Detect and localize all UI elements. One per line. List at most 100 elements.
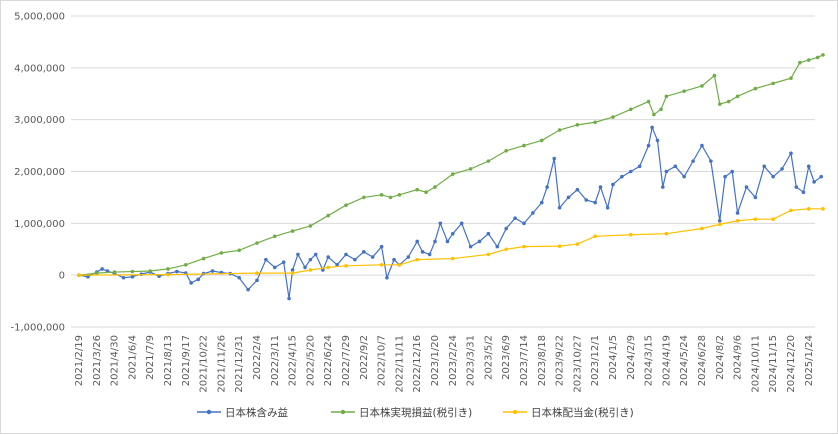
data-point [321,268,325,272]
data-point [313,252,318,257]
x-tick-label: 2022/3/11 [270,335,281,386]
x-tick-label: 2024/1/5 [608,335,619,380]
data-point [468,167,473,171]
y-tick-label: 5,000,000 [14,12,65,23]
data-point [646,143,651,148]
series-layer [77,53,825,301]
x-axis-ticks: 2021/2/19 2021/3/26 2021/4/30 2021/6/4 2021/… [74,335,815,393]
data-point [504,226,508,231]
data-point [415,239,419,244]
data-point [433,239,437,244]
x-tick-label: 2022/10/7 [377,335,388,386]
data-point [798,60,802,65]
legend-label: 日本株含み益 [225,406,288,419]
data-point [420,250,425,254]
data-point [789,151,793,156]
data-point [290,229,295,233]
data-point [628,232,633,237]
data-point [201,256,206,261]
gridlines [71,15,815,328]
data-point [308,224,313,228]
data-point [210,269,215,273]
series-line [78,125,822,299]
data-point [744,185,749,189]
data-point [326,213,330,218]
x-tick-label: 2024/11/15 [768,335,779,393]
y-axis-ticks: 5,000,000 4,000,000 3,000,000 2,000,000 1,00… [10,12,65,334]
data-point [385,275,389,280]
data-point [812,180,816,184]
data-point [112,270,117,274]
data-point [801,190,806,195]
data-point [700,84,704,88]
data-point [175,269,179,274]
data-point [661,185,665,189]
x-tick-label: 2025/1/24 [804,335,815,386]
data-point [450,172,455,176]
data-point [308,257,313,262]
data-point [513,216,517,220]
data-point [290,268,295,272]
data-point [379,193,384,197]
data-point [196,277,201,282]
x-tick-label: 2021/3/26 [92,335,103,386]
data-point [388,195,393,200]
data-point [620,174,624,179]
series-2 [77,207,825,277]
data-point [237,275,241,280]
data-point [566,195,571,200]
x-tick-label: 2023/6/9 [501,335,512,380]
data-point [700,143,704,148]
data-point [290,271,295,275]
x-tick-label: 2023/5/2 [483,335,494,380]
data-point [459,221,464,226]
data-point [86,274,90,279]
data-point [575,123,580,127]
x-tick-label: 2023/3/31 [466,335,477,386]
data-point [659,107,663,112]
data-point [664,231,669,236]
data-point [628,169,633,174]
data-point [361,195,366,200]
data-point [281,260,286,265]
data-point [557,205,562,210]
data-point [762,164,767,169]
x-tick-label: 2023/9/22 [555,335,566,386]
data-point [94,271,99,275]
data-point [148,269,152,273]
data-point [806,164,811,169]
data-point [335,263,339,267]
data-point [445,239,450,244]
x-tick-label: 2021/6/4 [127,335,138,380]
legend-item: 日本株含み益 [197,406,288,419]
data-point [539,200,544,205]
data-point [717,102,722,106]
x-tick-label: 2023/10/27 [572,335,583,393]
data-point [100,267,104,271]
data-point [735,94,740,99]
data-point [552,156,557,161]
data-point [789,208,793,213]
x-tick-label: 2024/6/28 [697,335,708,386]
x-tick-label: 2023/8/18 [537,335,548,386]
x-tick-label: 2022/9/2 [359,335,370,380]
x-tick-label: 2023/2/24 [448,335,459,386]
x-tick-label: 2022/5/20 [305,335,316,386]
data-point [780,167,784,171]
x-tick-label: 2023/1/20 [430,335,441,386]
data-point [806,207,811,211]
data-point [819,174,824,179]
legend: 日本株含み益 日本株実現損益(税引き) 日本株配当金(税引き) [197,406,634,419]
data-point [433,185,437,189]
y-tick-label: 1,000,000 [14,219,65,230]
data-point [326,255,330,259]
data-point [806,58,811,62]
legend-marker [512,409,518,415]
data-point [584,198,589,202]
data-point [700,226,704,231]
data-point [392,257,396,262]
data-point [166,267,170,271]
data-point [308,268,313,272]
x-tick-label: 2022/7/29 [341,335,352,386]
